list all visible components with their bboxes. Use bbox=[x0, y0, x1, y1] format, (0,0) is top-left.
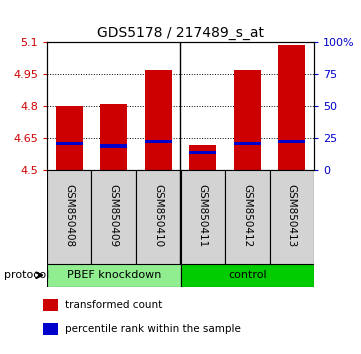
Bar bbox=[234, 70, 261, 170]
Bar bbox=[43, 324, 58, 336]
Text: GSM850409: GSM850409 bbox=[109, 184, 119, 247]
Text: PBEF knockdown: PBEF knockdown bbox=[66, 270, 161, 280]
Bar bbox=[190, 145, 216, 170]
FancyBboxPatch shape bbox=[270, 170, 314, 264]
FancyBboxPatch shape bbox=[91, 170, 136, 264]
Text: GSM850410: GSM850410 bbox=[153, 184, 163, 247]
FancyBboxPatch shape bbox=[225, 170, 270, 264]
Bar bbox=[190, 151, 216, 154]
FancyBboxPatch shape bbox=[47, 170, 91, 264]
Title: GDS5178 / 217489_s_at: GDS5178 / 217489_s_at bbox=[97, 26, 264, 40]
FancyBboxPatch shape bbox=[136, 170, 180, 264]
Bar bbox=[100, 104, 127, 170]
Bar bbox=[278, 139, 305, 143]
Text: percentile rank within the sample: percentile rank within the sample bbox=[65, 324, 241, 335]
Bar bbox=[278, 45, 305, 170]
Text: transformed count: transformed count bbox=[65, 300, 162, 310]
Bar bbox=[234, 142, 261, 145]
FancyBboxPatch shape bbox=[180, 264, 314, 287]
Text: protocol: protocol bbox=[4, 270, 49, 280]
FancyBboxPatch shape bbox=[180, 170, 225, 264]
Text: GSM850411: GSM850411 bbox=[198, 184, 208, 247]
Text: control: control bbox=[228, 270, 266, 280]
Bar bbox=[145, 139, 171, 143]
Text: GSM850413: GSM850413 bbox=[287, 184, 297, 247]
Bar bbox=[100, 144, 127, 148]
Bar bbox=[43, 299, 58, 312]
FancyBboxPatch shape bbox=[47, 264, 180, 287]
Bar bbox=[145, 70, 171, 170]
Text: GSM850408: GSM850408 bbox=[64, 184, 74, 247]
Bar bbox=[56, 142, 83, 145]
Text: GSM850412: GSM850412 bbox=[242, 184, 252, 247]
Bar bbox=[56, 106, 83, 170]
